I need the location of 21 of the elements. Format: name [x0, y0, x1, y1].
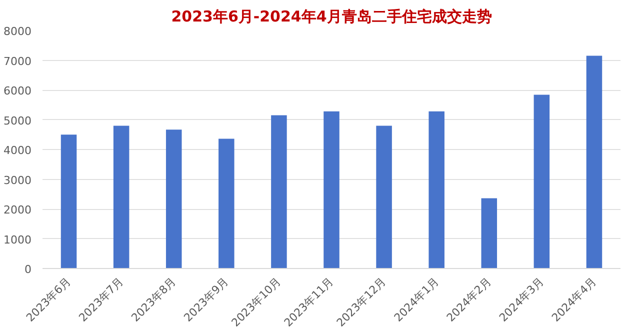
bar	[481, 198, 498, 268]
bar	[60, 134, 77, 268]
y-tick-label: 2000	[4, 204, 32, 216]
bar	[376, 126, 392, 268]
bar	[218, 138, 234, 268]
y-tick-label: 4000	[4, 144, 32, 157]
y-tick-label: 0	[24, 263, 32, 276]
y-tick-label: 5000	[4, 114, 32, 128]
bar	[534, 94, 550, 268]
y-tick-label: 1000	[4, 233, 32, 246]
bar	[166, 130, 182, 268]
y-tick-label: 3000	[4, 174, 32, 187]
chart-title: 2023年6月-2024年4月青岛二手住宅成交走势	[171, 8, 492, 26]
y-tick-label: 8000	[4, 25, 32, 38]
y-tick-label: 7000	[4, 54, 32, 68]
y-tick-label: 6000	[4, 84, 32, 98]
bar	[271, 115, 287, 268]
bar	[586, 56, 602, 268]
bar	[113, 126, 130, 268]
bar	[324, 111, 340, 268]
bar	[428, 111, 444, 268]
